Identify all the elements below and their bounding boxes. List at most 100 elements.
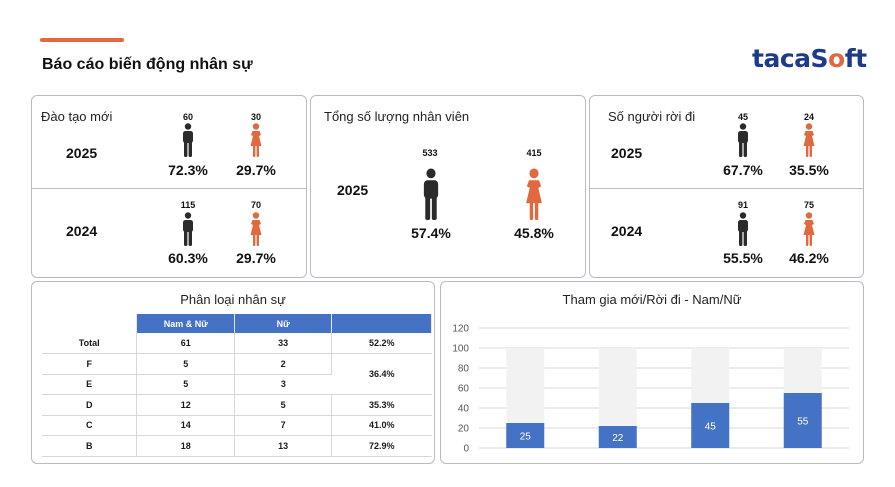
classification-table: Nam & Nữ Nữ Total 61 33 52.2% F 5 2 36.4… xyxy=(42,314,432,457)
bar xyxy=(691,403,730,448)
chart-card: Tham gia mới/Rời đi - Nam/Nữ 0 20 40 60 80 10… xyxy=(440,281,864,464)
female-pct: 29.7% xyxy=(236,250,276,266)
bar xyxy=(506,423,545,448)
table-cell: 33 xyxy=(234,333,333,354)
table-cell: D xyxy=(42,394,138,416)
table-cell: 7 xyxy=(234,415,333,436)
table-cell: 18 xyxy=(136,435,236,457)
bar-value-label: 55 xyxy=(797,417,809,428)
y-tick-label: 20 xyxy=(458,424,470,435)
new-training-card: Đào tạo mới 2025 60 30 72.3% 29.7% 2024 … xyxy=(31,95,307,278)
male-icon xyxy=(738,123,748,157)
male-icon xyxy=(423,168,439,220)
column-header xyxy=(331,314,432,333)
female-icon xyxy=(250,123,262,157)
female-pct: 35.5% xyxy=(789,162,829,178)
table-cell: Total xyxy=(42,333,138,354)
card-divider xyxy=(590,188,863,189)
male-icon xyxy=(183,212,193,246)
female-count: 24 xyxy=(803,112,814,122)
year-label: 2024 xyxy=(66,223,98,239)
y-tick-label: 60 xyxy=(458,384,470,395)
table-row: E 5 3 xyxy=(42,374,432,395)
table-cell: B xyxy=(42,435,138,457)
y-tick-label: 120 xyxy=(452,324,469,335)
tacasoft-logo: tacaSoft xyxy=(752,44,867,73)
chart-title: Tham gia mới/Rời đi - Nam/Nữ xyxy=(562,292,742,307)
female-count: 75 xyxy=(803,200,814,210)
male-count: 60 xyxy=(182,112,193,122)
bar xyxy=(598,426,637,448)
table-cell: 14 xyxy=(136,415,236,436)
table-row: Total 61 33 52.2% xyxy=(42,333,432,354)
table-cell: 2 xyxy=(234,353,333,375)
total-staff-card: Tổng số lượng nhân viên 2025 533 415 57.… xyxy=(310,95,586,278)
table-cell: 35.3% xyxy=(331,394,432,416)
y-tick-label: 80 xyxy=(458,364,470,375)
table-cell: 41.0% xyxy=(331,415,432,436)
table-header-row: Nam & Nữ Nữ xyxy=(42,314,432,333)
male-icon xyxy=(738,212,748,246)
bar-value-label: 45 xyxy=(705,422,717,433)
male-pct: 72.3% xyxy=(168,162,208,178)
table-row: C 14 7 41.0% xyxy=(42,415,432,436)
female-icon xyxy=(803,123,815,157)
page-title: Báo cáo biến động nhân sự xyxy=(42,56,253,73)
female-icon xyxy=(803,212,815,246)
table-cell: 5 xyxy=(136,374,236,395)
female-pct: 46.2% xyxy=(789,250,829,266)
y-tick-label: 0 xyxy=(463,444,469,455)
year-label: 2024 xyxy=(611,223,643,239)
accent-bar xyxy=(40,38,124,42)
table-cell: 61 xyxy=(136,333,236,354)
female-count: 30 xyxy=(250,112,261,122)
year-label: 2025 xyxy=(66,145,98,161)
male-icon xyxy=(183,123,193,157)
table-cell: 72.9% xyxy=(331,435,432,457)
table-cell: 5 xyxy=(136,353,236,375)
table-cell: F xyxy=(42,353,138,375)
year-label: 2025 xyxy=(337,182,369,198)
leavers-card: Số người rời đi 2025 45 24 67.7% 35.5% 2… xyxy=(589,95,864,278)
female-icon xyxy=(250,212,262,246)
leavers-title: Số người rời đi xyxy=(608,109,696,124)
bar-value-label: 25 xyxy=(520,432,532,443)
female-pct: 29.7% xyxy=(236,162,276,178)
table-cell: 52.2% xyxy=(331,333,432,354)
table-row: D 12 5 35.3% xyxy=(42,394,432,416)
table-row: F 5 2 36.4% xyxy=(42,353,432,395)
female-icon xyxy=(526,168,542,220)
female-count: 415 xyxy=(526,148,542,158)
male-count: 91 xyxy=(737,200,748,210)
merged-pct-cell: 36.4% xyxy=(331,353,432,395)
column-header: Nam & Nữ xyxy=(136,314,236,333)
logo-o-mark: o xyxy=(828,44,845,73)
table-cell: E xyxy=(42,374,138,395)
male-pct: 67.7% xyxy=(723,162,763,178)
column-header: Nữ xyxy=(234,314,333,333)
table-cell: 13 xyxy=(234,435,333,457)
card-divider xyxy=(32,188,306,189)
female-count: 70 xyxy=(250,200,261,210)
bar-chart: 0 20 40 60 80 100 120 25 22 45 55 xyxy=(452,324,849,455)
bar-value-label: 22 xyxy=(612,433,624,444)
male-pct: 60.3% xyxy=(168,250,208,266)
y-tick-label: 40 xyxy=(458,404,470,415)
table-cell: 3 xyxy=(234,374,332,395)
column-header xyxy=(42,314,138,333)
table-cell: 12 xyxy=(136,394,236,416)
male-pct: 57.4% xyxy=(411,225,451,241)
classification-card: Phân loại nhân sự Nam & Nữ Nữ Total 61 3… xyxy=(31,281,435,464)
table-row: B 18 13 72.9% xyxy=(42,435,432,457)
female-pct: 45.8% xyxy=(514,225,554,241)
table-cell: 5 xyxy=(234,394,333,416)
male-count: 45 xyxy=(737,112,748,122)
year-label: 2025 xyxy=(611,145,643,161)
new-training-title: Đào tạo mới xyxy=(41,109,113,124)
male-pct: 55.5% xyxy=(723,250,763,266)
table-cell: C xyxy=(42,415,138,436)
bar xyxy=(783,393,822,448)
total-staff-title: Tổng số lượng nhân viên xyxy=(324,109,470,124)
y-tick-label: 100 xyxy=(452,344,469,355)
male-count: 115 xyxy=(180,200,196,210)
